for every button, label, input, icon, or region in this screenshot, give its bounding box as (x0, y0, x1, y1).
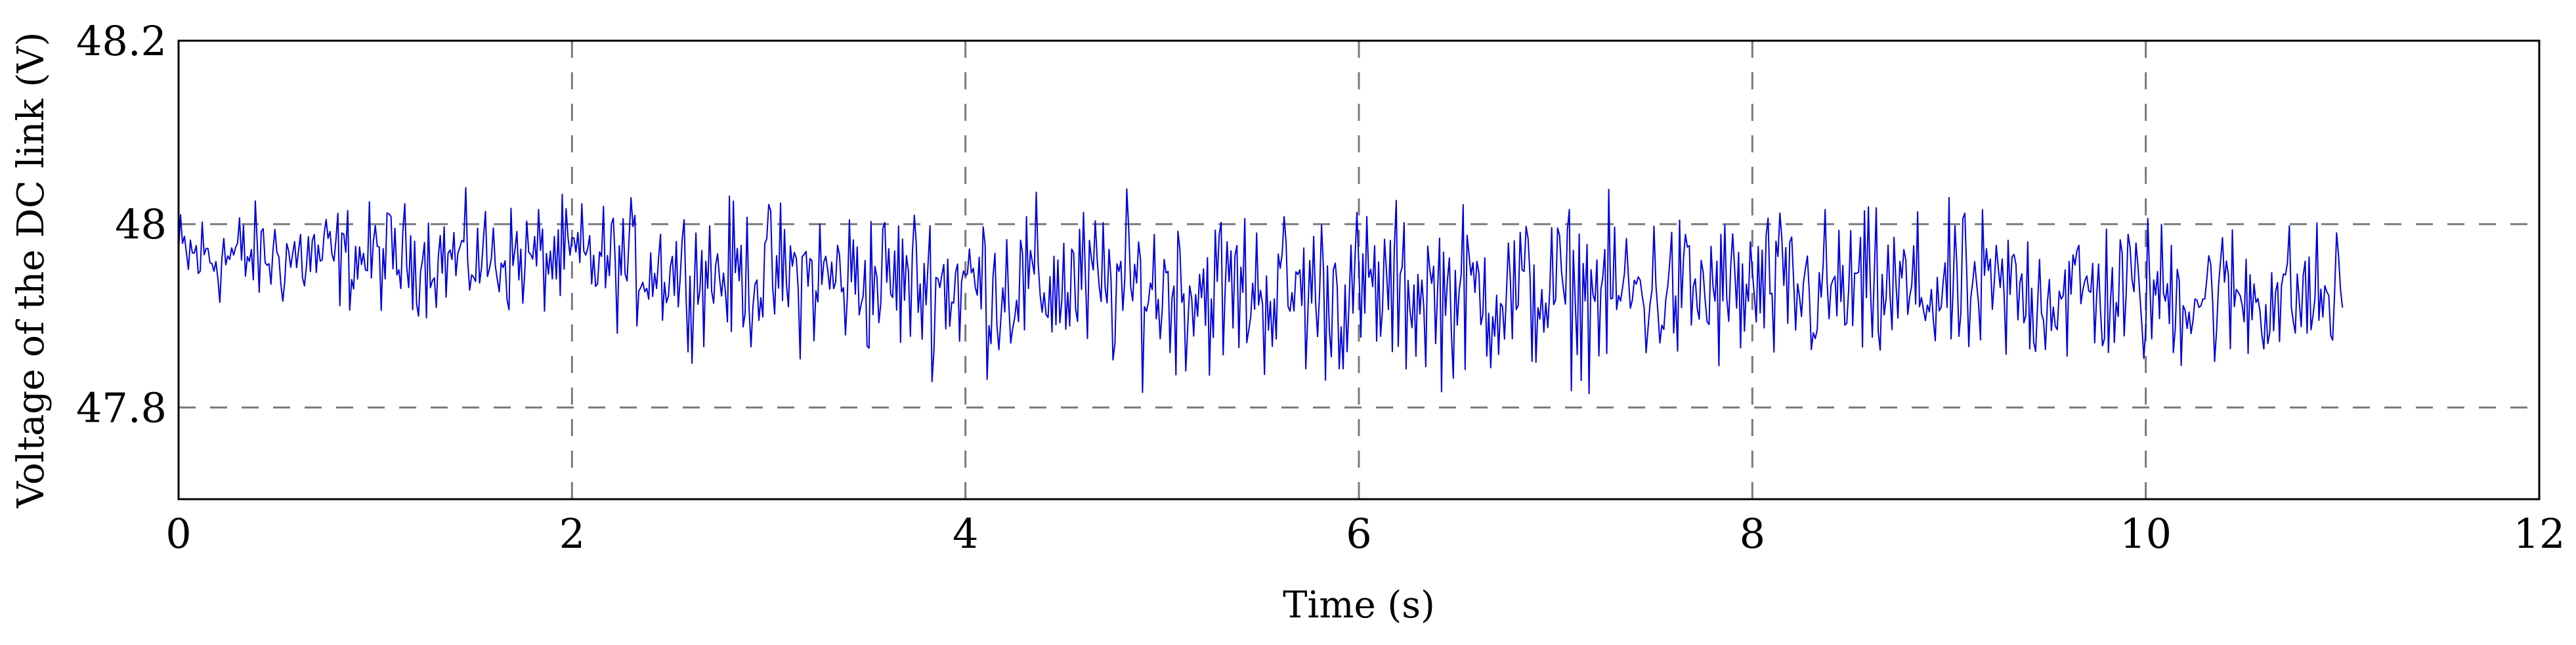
x-tick-label: 0 (165, 510, 191, 558)
series-line (178, 187, 2344, 395)
x-tick-label: 6 (1346, 510, 1371, 558)
x-tick-label: 12 (2514, 510, 2565, 558)
x-tick-label: 8 (1740, 510, 1765, 558)
y-tick-label: 48.2 (76, 17, 167, 65)
y-axis-label: Voltage of the DC link (V) (10, 32, 53, 509)
x-axis-label: Time (s) (1283, 584, 1435, 627)
x-tick-label: 10 (2120, 510, 2172, 558)
y-tick-label: 47.8 (76, 384, 167, 432)
y-tick-label: 48 (115, 200, 167, 248)
x-tick-label: 4 (953, 510, 978, 558)
x-tick-label: 2 (559, 510, 585, 558)
grid (179, 41, 2539, 499)
series-layer (178, 187, 2344, 395)
plot-frame (177, 39, 2541, 500)
tick-labels: 0 2 4 6 8 10 12 47.8 48 48.2 (76, 17, 2565, 558)
